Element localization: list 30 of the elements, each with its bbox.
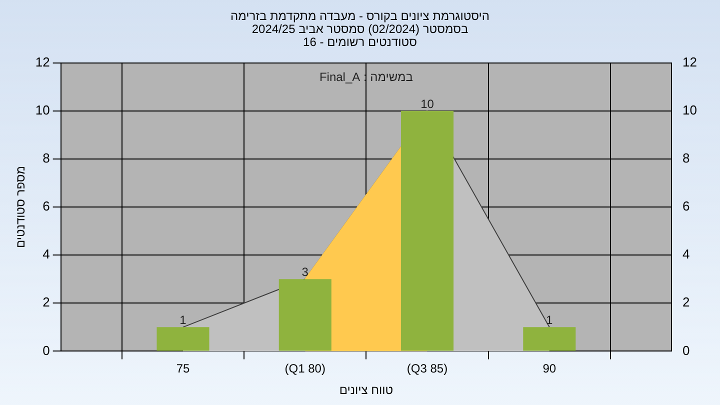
y-tick-label: 12	[35, 54, 50, 70]
y2-tick-label: 10	[682, 102, 698, 118]
y2-tick-label: 12	[682, 54, 698, 70]
x-tick-label: (Q3 85)	[406, 362, 448, 376]
x-tick-label: 75	[176, 362, 190, 376]
bar	[278, 279, 332, 351]
data-label: 1	[180, 313, 187, 328]
y-tick-label: 8	[42, 150, 50, 166]
chart-subtitle: בסמסטר (02/2024) סמסטר אביב 2024/25 סטודנטים רשומים - 16	[250, 22, 470, 49]
data-label: 3	[302, 265, 309, 280]
y2-tick-label: 6	[682, 198, 690, 214]
y-tick-label: 0	[42, 342, 50, 358]
data-label: 10	[420, 96, 434, 111]
chart-title: היסטוגרמת ציונים בקורס - מעבדה מתקדמת בזרימה	[229, 9, 491, 23]
y2-tick-label: 0	[682, 342, 690, 358]
y2-tick-label: 8	[682, 150, 690, 166]
bar	[523, 327, 576, 351]
x-tick-label: (Q1 80)	[284, 362, 326, 376]
y-tick-label: 2	[42, 294, 50, 310]
y-tick-label: 4	[42, 246, 50, 262]
y2-tick-label: 4	[682, 246, 690, 262]
annotation: במשימה : Final_A	[319, 70, 413, 84]
data-label: 1	[546, 313, 554, 328]
y-tick-label: 10	[35, 102, 50, 118]
bar	[156, 327, 210, 351]
x-tick-label: 90	[542, 362, 556, 376]
y2-tick-label: 2	[682, 294, 690, 310]
y-tick-label: 6	[42, 198, 50, 214]
x-axis-title: טווח ציונים	[339, 383, 394, 398]
y-axis-title: מספר סטודנטים	[14, 166, 28, 248]
